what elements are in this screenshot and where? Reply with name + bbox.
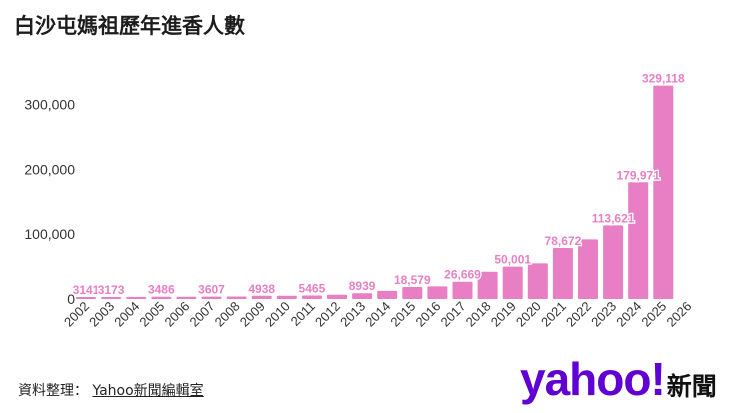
x-tick-label: 2016 — [412, 299, 443, 330]
bar — [76, 296, 96, 299]
x-axis: 2002200320042005200620072008200920102011… — [61, 299, 694, 330]
bar — [276, 295, 297, 299]
x-tick-label: 2008 — [212, 299, 243, 330]
x-tick-label: 2007 — [187, 299, 218, 330]
bar — [477, 271, 498, 299]
data-label: 50,001 — [494, 253, 531, 267]
x-tick-label: 2019 — [488, 299, 519, 330]
source-link[interactable]: Yahoo新聞編輯室 — [92, 383, 204, 399]
yahoo-logo-text: yahoo! — [520, 353, 666, 405]
bar — [301, 295, 322, 299]
bar — [352, 293, 373, 299]
x-tick-label: 2026 — [663, 299, 694, 330]
yahoo-news-logo: yahoo! 新聞 — [520, 352, 717, 406]
y-tick-label: 200,000 — [24, 161, 75, 177]
x-tick-label: 2011 — [288, 299, 318, 329]
data-label: 3173 — [98, 283, 125, 297]
y-tick-label: 300,000 — [24, 96, 75, 112]
bar — [402, 286, 423, 299]
data-label: 3141 — [73, 283, 100, 297]
data-label: 4938 — [248, 282, 275, 296]
data-label: 78,672 — [545, 234, 582, 248]
x-tick-label: 2010 — [262, 299, 293, 330]
x-tick-label: 2017 — [438, 299, 469, 330]
y-tick-label: 0 — [67, 291, 75, 307]
x-tick-label: 2020 — [513, 299, 544, 330]
bar — [126, 296, 147, 299]
x-tick-label: 2025 — [638, 299, 669, 330]
data-label: 18,579 — [394, 273, 431, 287]
data-label: 8939 — [349, 279, 376, 293]
y-axis: 0 100,000 200,000 300,000 — [24, 96, 75, 307]
bar — [603, 225, 624, 299]
y-tick-label: 100,000 — [24, 226, 75, 242]
x-tick-label: 2009 — [237, 299, 268, 330]
data-label: 26,669 — [444, 268, 481, 282]
x-tick-label: 2015 — [387, 299, 418, 330]
bar — [578, 239, 598, 299]
bar — [502, 266, 523, 299]
source-label: 資料整理： — [18, 383, 88, 399]
x-tick-label: 2014 — [362, 299, 393, 330]
data-label: 113,621 — [592, 211, 635, 225]
chart-title: 白沙屯媽祖歷年進香人數 — [14, 14, 245, 38]
x-tick-label: 2004 — [111, 299, 142, 330]
x-tick-label: 2003 — [86, 299, 117, 330]
source-note: 資料整理： Yahoo新聞編輯室 — [18, 380, 204, 400]
bar — [552, 247, 573, 299]
bar — [226, 296, 247, 299]
x-tick-label: 2012 — [312, 299, 343, 330]
x-tick-label: 2013 — [337, 299, 368, 330]
bar — [377, 290, 398, 299]
bar — [251, 295, 272, 299]
data-label: 179,971 — [617, 168, 661, 182]
data-label: 5465 — [299, 281, 326, 295]
data-label: 3486 — [148, 283, 175, 297]
x-tick-label: 2018 — [463, 299, 494, 330]
bar — [628, 182, 649, 299]
bar — [427, 286, 448, 299]
bar — [653, 85, 674, 299]
x-tick-label: 2022 — [563, 299, 594, 330]
logo-suffix: 新聞 — [666, 372, 717, 401]
bar — [527, 263, 548, 299]
x-tick-label: 2006 — [161, 299, 192, 330]
bar — [201, 296, 222, 299]
bar — [101, 296, 122, 299]
bar — [327, 294, 347, 299]
x-tick-label: 2005 — [136, 299, 167, 330]
bar — [452, 281, 473, 299]
bar — [151, 296, 172, 299]
x-tick-label: 2024 — [613, 299, 644, 330]
bars — [76, 85, 674, 299]
x-tick-label: 2002 — [61, 299, 92, 330]
x-tick-label: 2023 — [588, 299, 619, 330]
x-tick-label: 2021 — [538, 299, 569, 330]
data-label: 329,118 — [642, 72, 685, 86]
data-label: 3607 — [198, 283, 225, 297]
bar — [176, 296, 197, 299]
